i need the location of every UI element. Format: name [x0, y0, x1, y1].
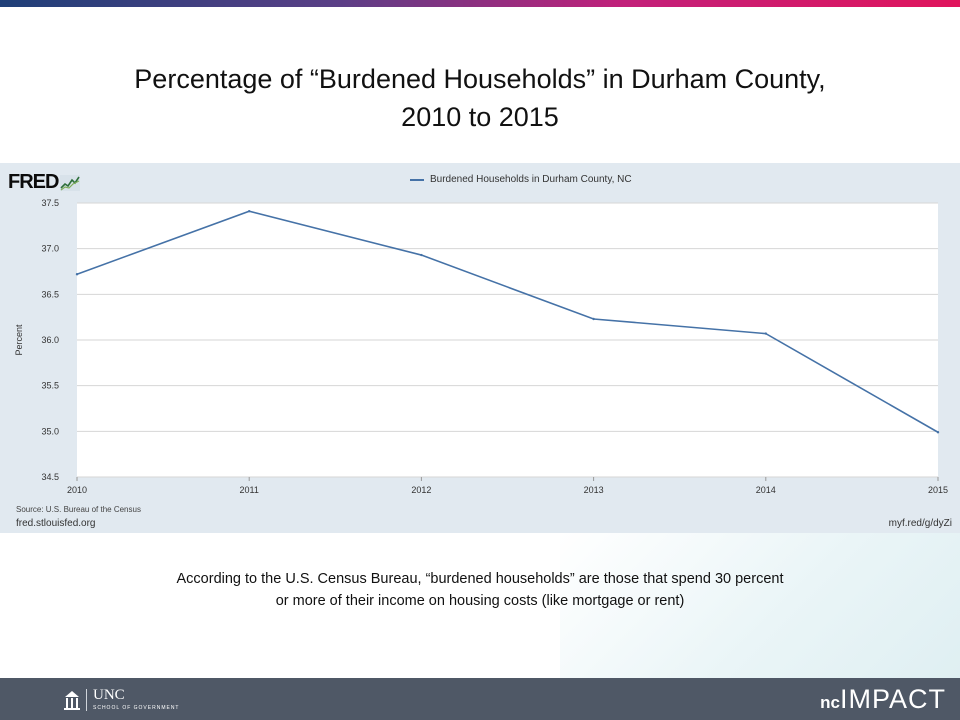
y-axis-label: Percent — [14, 324, 24, 356]
data-point — [75, 273, 79, 276]
unc-logo: UNC SCHOOL OF GOVERNMENT — [64, 688, 180, 711]
unc-subtitle: SCHOOL OF GOVERNMENT — [93, 705, 180, 711]
line-chart: 34.5 35.0 35.5 36.0 36.5 37.0 37.5 2010 2011 2012… — [14, 198, 948, 495]
slide-title-line1: Percentage of “Burdened Households” in D… — [134, 64, 826, 94]
y-tick-label: 36.0 — [41, 335, 59, 345]
fred-chart-icon — [60, 174, 81, 191]
unc-name: UNC — [93, 687, 125, 703]
x-tick-label: 2015 — [928, 485, 948, 495]
chart-legend[interactable]: Burdened Households in Durham County, NC — [410, 174, 632, 185]
old-well-icon — [64, 690, 80, 710]
background-decoration — [560, 533, 960, 678]
fred-logo-text: FRED — [8, 171, 59, 193]
y-tick-label: 34.5 — [41, 472, 59, 482]
brand-impact: IMPACT — [840, 684, 946, 714]
y-tick-label: 35.0 — [41, 426, 59, 436]
brand-nc: nc — [820, 693, 840, 712]
x-tick-label: 2013 — [584, 485, 604, 495]
top-accent-bar — [0, 0, 960, 7]
data-point — [764, 332, 767, 335]
fred-chart-panel: FRED Burdened Households in Durham Count… — [0, 163, 960, 533]
x-tick-label: 2010 — [67, 485, 87, 495]
y-tick-label: 35.5 — [41, 381, 59, 391]
legend-label: Burdened Households in Durham County, NC — [430, 174, 632, 185]
slide-title-line2: 2010 to 2015 — [401, 102, 559, 132]
series-line — [76, 210, 939, 433]
fred-site-link[interactable]: fred.stlouisfed.org — [16, 518, 96, 529]
footer-bar: UNC SCHOOL OF GOVERNMENT ncIMPACT — [0, 678, 960, 720]
caption-line2: or more of their income on housing costs… — [275, 593, 685, 609]
y-tick-label: 36.5 — [41, 289, 59, 299]
x-tick-label: 2012 — [411, 485, 431, 495]
data-point — [592, 317, 595, 321]
logo-divider — [86, 688, 87, 711]
fred-short-link[interactable]: myf.red/g/dyZi — [888, 518, 952, 529]
x-tick-label: 2014 — [756, 485, 776, 495]
legend-swatch — [410, 178, 424, 181]
fred-logo[interactable]: FRED — [8, 171, 81, 194]
data-point — [936, 431, 940, 434]
x-tick-label: 2011 — [240, 485, 259, 495]
data-point — [420, 253, 423, 257]
slide-caption: According to the U.S. Census Bureau, “bu… — [60, 568, 900, 612]
data-point — [248, 210, 251, 213]
caption-line1: According to the U.S. Census Bureau, “bu… — [176, 571, 784, 587]
y-tick-label: 37.5 — [41, 198, 59, 208]
ncimpact-logo: ncIMPACT — [820, 684, 946, 715]
slide-title: Percentage of “Burdened Households” in D… — [40, 60, 920, 136]
y-tick-label: 37.0 — [41, 244, 59, 254]
chart-source: Source: U.S. Bureau of the Census — [16, 505, 141, 514]
